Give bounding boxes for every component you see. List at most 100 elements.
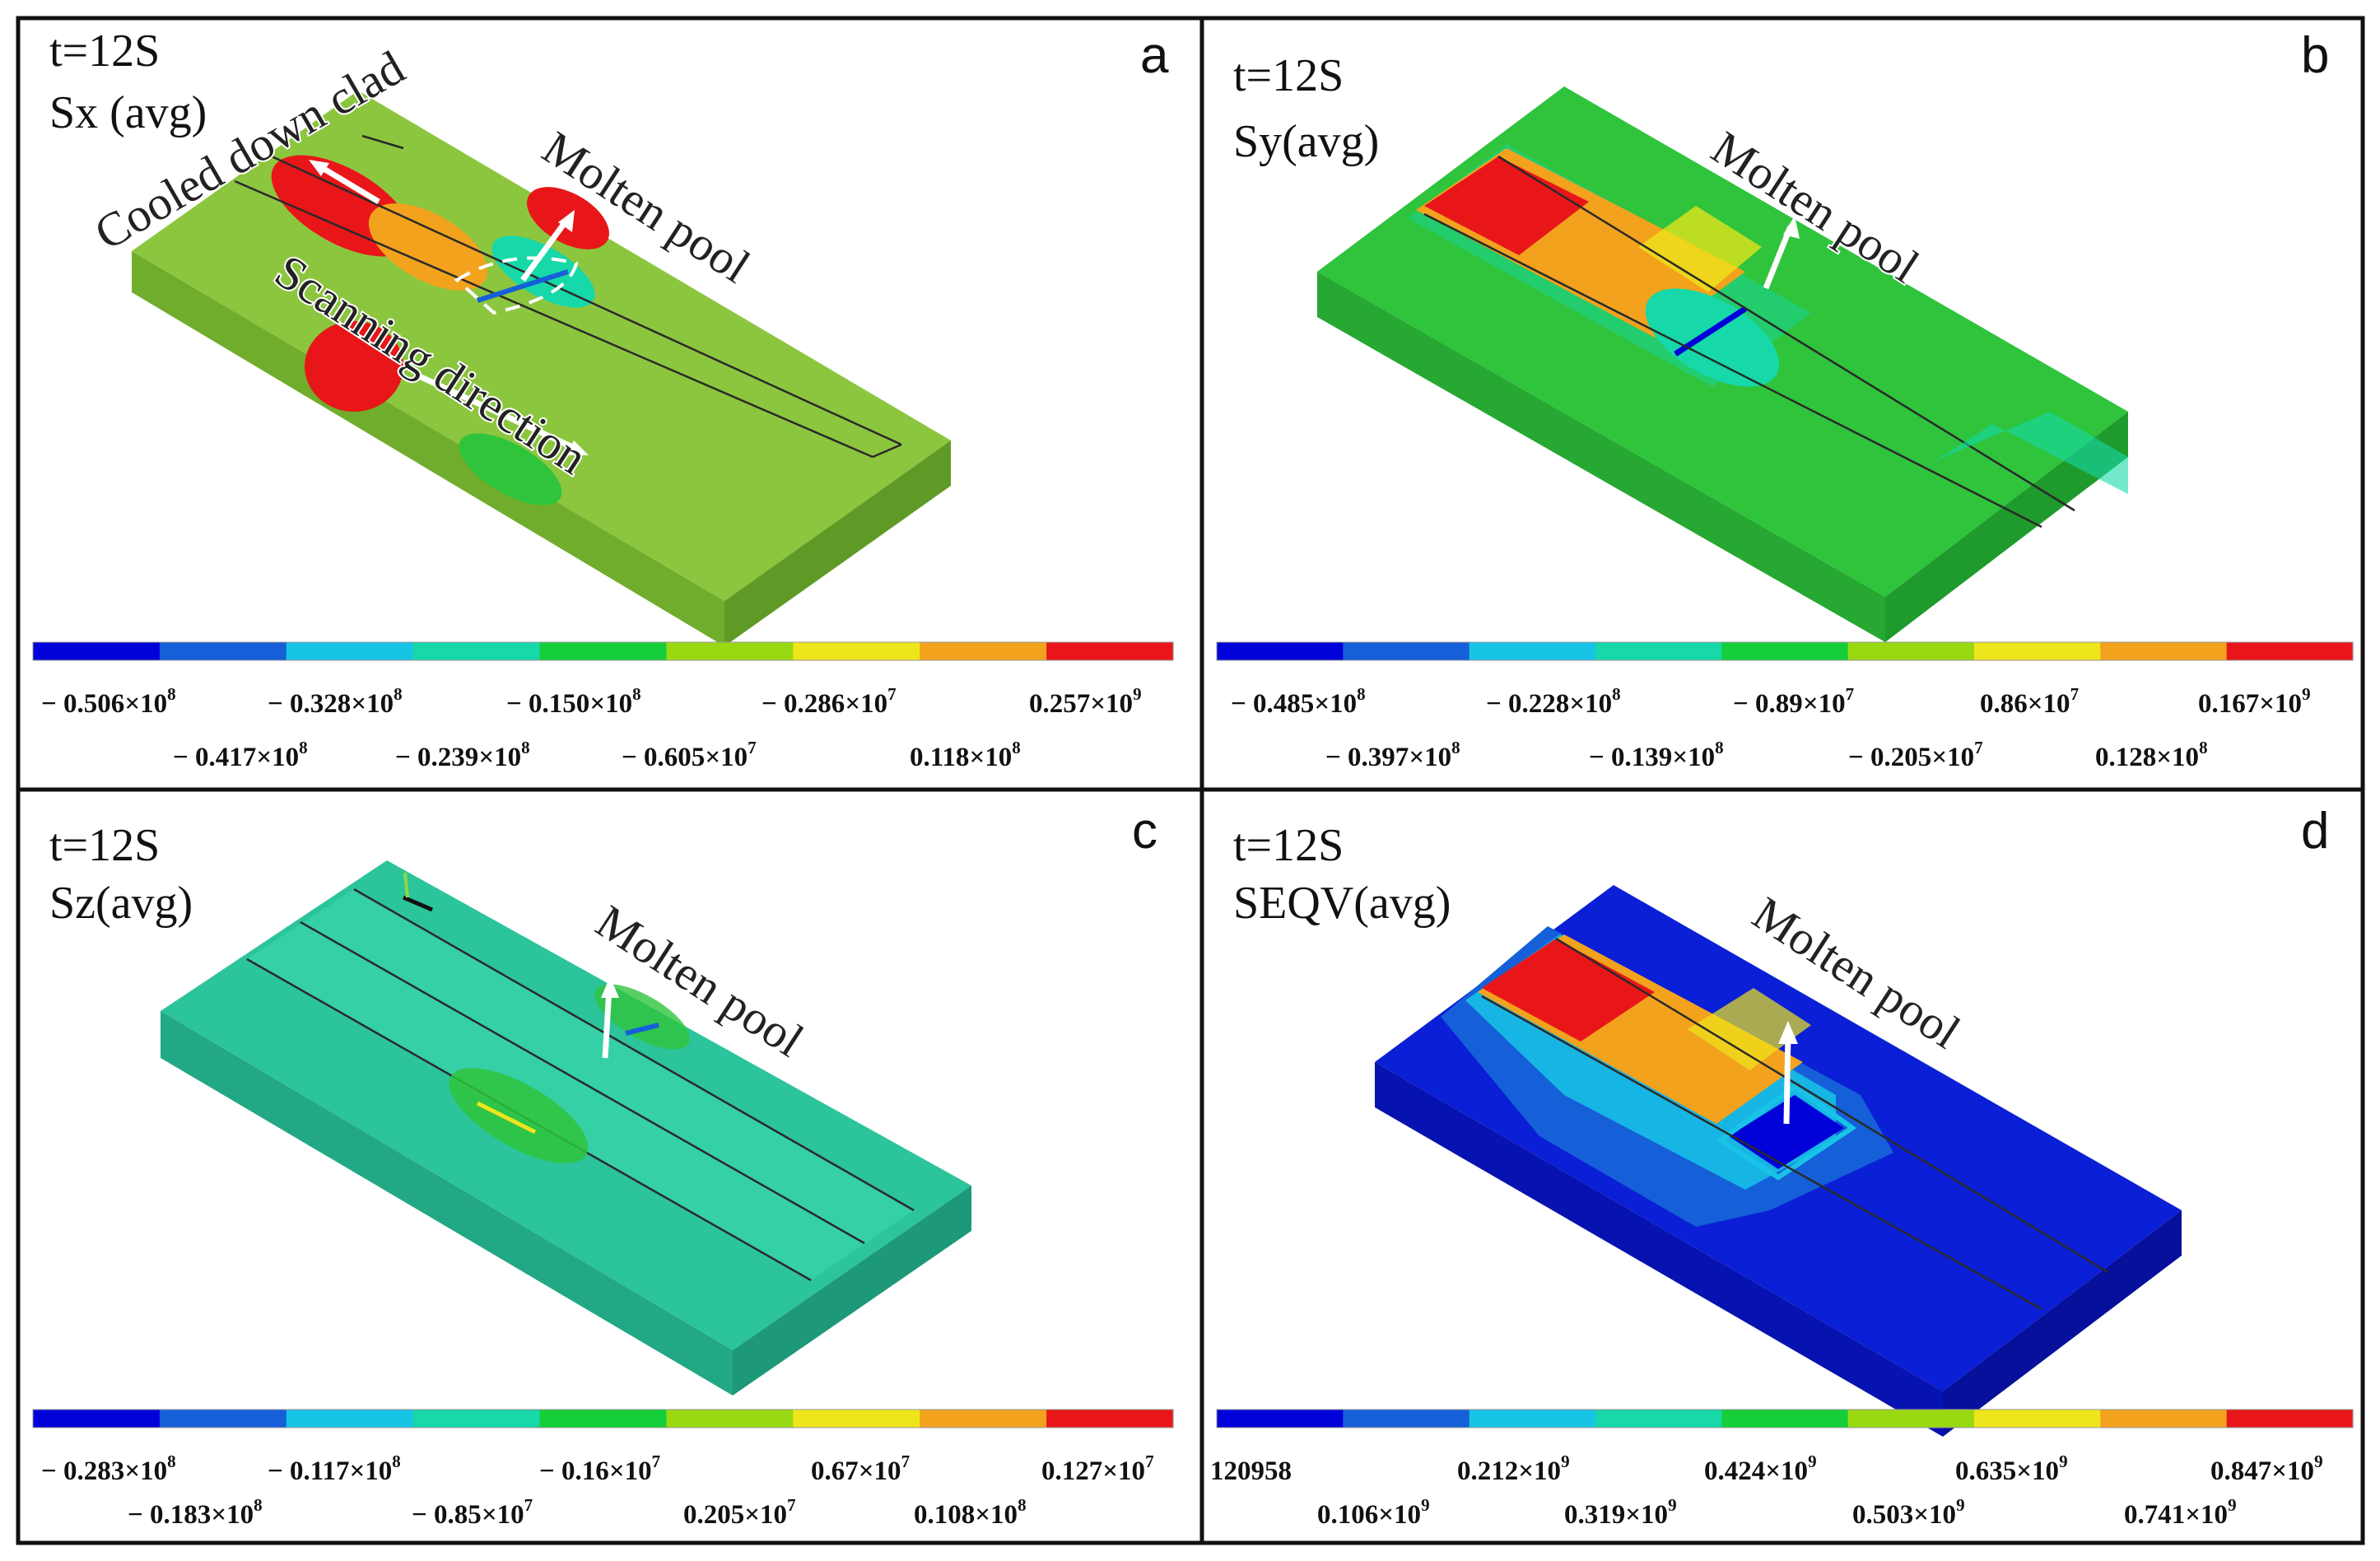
panel-c-tick-top-2: − 0.16×107 — [539, 1451, 660, 1486]
panel-c-plate-side — [161, 1011, 733, 1396]
panel-c-green-zone-2 — [594, 984, 690, 1050]
panel-d-plate-end — [1943, 1210, 2182, 1437]
panel-a-tick-top-1: − 0.328×108 — [268, 684, 403, 719]
panel-c-colorbar-band-3 — [412, 1410, 541, 1428]
panel-d: t=12S SEQV(avg) d Molten pool 120958 0.2… — [1199, 787, 2365, 1545]
panel-b-clad-edge-2 — [1497, 155, 2075, 512]
panel-a-green-zone — [459, 433, 562, 506]
panel-a-quantity: Sx (avg) — [49, 87, 207, 138]
panel-a-tick-top-3: − 0.286×107 — [762, 684, 897, 719]
panel-a-clad-edge — [234, 179, 873, 459]
panel-a-orange-zone — [368, 203, 488, 291]
panel-c-time: t=12S — [49, 820, 160, 871]
panel-c-colorbar-outline — [32, 1409, 1174, 1428]
panel-c-clad-tip — [403, 872, 409, 898]
panel-c-clad-edge-2 — [353, 888, 915, 1212]
panel-d-tick-bottom-1: 0.319×109 — [1564, 1495, 1677, 1530]
panel-c-tick-bottom-2: 0.205×107 — [683, 1495, 796, 1530]
panel-a-colorbar — [32, 641, 1174, 661]
panel-c-letter: c — [1132, 803, 1157, 860]
panel-d-tick-bottom-3: 0.741×109 — [2124, 1495, 2237, 1530]
panel-c-colorbar-band-1 — [159, 1410, 287, 1428]
panel-a-tick-bottom-3: 0.118×108 — [910, 738, 1021, 772]
panel-c-colorbar-band-5 — [666, 1410, 794, 1428]
panel-c-colorbar-band-4 — [539, 1410, 668, 1428]
panel-b-quantity: Sy(avg) — [1233, 116, 1379, 167]
panel-c-colorbar — [32, 1409, 1174, 1428]
panel-d-tick-top-4: 0.847×109 — [2210, 1451, 2323, 1486]
panel-d-colorbar-band-6 — [1974, 1410, 2101, 1428]
panel-a: t=12S Sx (avg) a Cooled down clad Molten… — [16, 16, 1204, 792]
panel-a-letter: a — [1140, 27, 1169, 84]
panel-d-tick-bottom-2: 0.503×109 — [1852, 1495, 1965, 1530]
panel-b-colorbar-band-8 — [2226, 642, 2354, 660]
panel-b-tick-bottom-3: 0.128×108 — [2095, 738, 2208, 772]
panel-b-pool-zone — [1645, 288, 1780, 387]
panel-a-tick-top-0: − 0.506×108 — [41, 684, 176, 719]
panel-a-colorbar-band-8 — [1046, 642, 1174, 660]
panel-a-tick-top-4: 0.257×109 — [1029, 684, 1142, 719]
panel-d-plate-side — [1375, 1062, 1943, 1437]
panel-d-colorbar-band-2 — [1469, 1410, 1596, 1428]
panel-d-time: t=12S — [1233, 820, 1344, 871]
panel-b-colorbar-band-2 — [1469, 642, 1596, 660]
panel-a-colorbar-band-2 — [286, 642, 414, 660]
panel-a-pool-arrowhead — [558, 210, 575, 232]
panel-d-clad-edge — [1481, 995, 2042, 1311]
panel-b-colorbar-band-4 — [1721, 642, 1849, 660]
panel-b-pool-arrowhead — [1783, 216, 1800, 239]
panel-d-colorbar-band-0 — [1217, 1410, 1344, 1428]
panel-b-tick-top-3: 0.86×107 — [1980, 684, 2079, 719]
panel-c-tick-top-4: 0.127×107 — [1041, 1451, 1154, 1486]
panel-d-yellow-region — [1688, 988, 1811, 1070]
panel-b-clad-edge — [1423, 212, 2042, 529]
panel-b-plate-side — [1317, 272, 1885, 642]
panel-b-colorbar-band-3 — [1595, 642, 1722, 660]
panel-d-tick-top-0: 120958 — [1210, 1456, 1292, 1486]
panel-d-clad-edge-2 — [1555, 937, 2108, 1274]
panel-c-tick-bottom-1: − 0.85×107 — [412, 1495, 533, 1530]
panel-b-end-zone — [1935, 412, 2128, 494]
panel-a-tick-bottom-1: − 0.239×108 — [395, 738, 530, 772]
panel-a-clad-tip — [361, 134, 404, 150]
panel-d-colorbar-band-4 — [1721, 1410, 1849, 1428]
panel-b-colorbar — [1216, 641, 2354, 661]
panel-a-clad-edge-2 — [271, 155, 902, 446]
panel-b-pool-arrow — [1763, 225, 1794, 290]
panel-c-colorbar-band-2 — [286, 1410, 414, 1428]
panel-a-pool-outline — [454, 256, 579, 315]
panel-b-time: t=12S — [1233, 50, 1344, 101]
panel-c-yellow-streak — [476, 1101, 537, 1135]
panel-a-tick-top-2: − 0.150×108 — [506, 684, 641, 719]
panel-c-tick-top-3: 0.67×107 — [811, 1451, 910, 1486]
panel-d-tick-top-3: 0.635×109 — [1955, 1451, 2068, 1486]
panel-c-tick-bottom-0: − 0.183×108 — [128, 1495, 263, 1530]
panel-d-red-region — [1482, 939, 1655, 1041]
panel-b-colorbar-band-7 — [2100, 642, 2228, 660]
panel-c-plate-end — [733, 1186, 971, 1396]
panel-b-tick-bottom-1: − 0.139×108 — [1589, 738, 1724, 772]
panel-c-pool-arrowhead — [601, 976, 619, 998]
panel-c-clad-ridge — [300, 920, 865, 1245]
panel-b-tick-top-0: − 0.485×108 — [1231, 684, 1366, 719]
panel-d-quantity: SEQV(avg) — [1233, 878, 1451, 929]
panel-d-tick-bottom-0: 0.106×109 — [1317, 1495, 1430, 1530]
panel-c-tick-top-0: − 0.283×108 — [41, 1451, 176, 1486]
panel-d-colorbar-band-3 — [1595, 1410, 1722, 1428]
panel-c-tick-top-1: − 0.117×108 — [268, 1451, 401, 1486]
panel-a-cool-pool — [491, 235, 595, 308]
panel-b-tick-bottom-2: − 0.205×107 — [1848, 738, 1983, 772]
panel-d-frame — [1199, 787, 2365, 1545]
panel-a-model — [132, 91, 951, 646]
panel-c-colorbar-band-8 — [1046, 1410, 1174, 1428]
panel-a-colorbar-band-7 — [920, 642, 1047, 660]
panel-c-pool-line — [625, 1023, 659, 1036]
panel-a-colorbar-band-6 — [793, 642, 920, 660]
panel-d-colorbar-band-1 — [1343, 1410, 1470, 1428]
panel-c-clad-start — [403, 895, 433, 912]
panel-b-model — [1317, 86, 2128, 642]
panel-b-tick-top-1: − 0.228×108 — [1486, 684, 1621, 719]
panel-a-scan-arrowhead — [566, 440, 589, 455]
panel-a-colorbar-band-3 — [412, 642, 541, 660]
panel-a-colorbar-band-5 — [666, 642, 794, 660]
